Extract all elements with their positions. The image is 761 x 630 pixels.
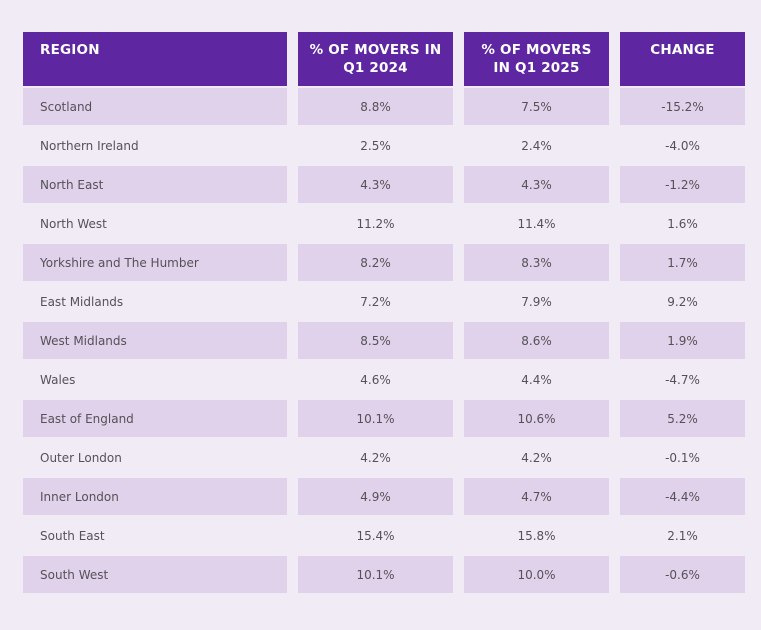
cell-change: -1.2% bbox=[620, 166, 745, 203]
cell-q1-2025: 7.9% bbox=[521, 294, 552, 309]
table-row: East of England 10.1% 10.6% 5.2% bbox=[23, 400, 745, 437]
cell-q1-2024: 8.2% bbox=[298, 244, 453, 281]
table-row: South East 15.4% 15.8% 2.1% bbox=[23, 517, 723, 554]
cell-region: Northern Ireland bbox=[40, 138, 139, 153]
cell-q1-2025: 10.0% bbox=[464, 556, 609, 593]
cell-q1-2025: 2.4% bbox=[521, 138, 552, 153]
table-row: Outer London 4.2% 4.2% -0.1% bbox=[23, 439, 723, 476]
cell-region: North East bbox=[23, 166, 287, 203]
table-row: Wales 4.6% 4.4% -4.7% bbox=[23, 361, 723, 398]
cell-q1-2024: 10.1% bbox=[298, 400, 453, 437]
table-row: North West 11.2% 11.4% 1.6% bbox=[23, 205, 723, 242]
cell-change: 5.2% bbox=[620, 400, 745, 437]
cell-q1-2024: 4.3% bbox=[298, 166, 453, 203]
header-q1-2024: % OF MOVERS IN Q1 2024 bbox=[298, 32, 453, 86]
cell-q1-2024: 8.8% bbox=[298, 88, 453, 125]
cell-q1-2024: 2.5% bbox=[360, 138, 391, 153]
cell-q1-2024: 10.1% bbox=[298, 556, 453, 593]
cell-change: -4.4% bbox=[620, 478, 745, 515]
table-row: Northern Ireland 2.5% 2.4% -4.0% bbox=[23, 127, 723, 164]
table-row: South West 10.1% 10.0% -0.6% bbox=[23, 556, 745, 593]
cell-q1-2024: 4.6% bbox=[360, 372, 391, 387]
header-region: REGION bbox=[23, 32, 287, 86]
cell-q1-2025: 4.4% bbox=[521, 372, 552, 387]
cell-change: -0.6% bbox=[620, 556, 745, 593]
cell-change: -4.0% bbox=[665, 138, 700, 153]
table-row: Yorkshire and The Humber 8.2% 8.3% 1.7% bbox=[23, 244, 745, 281]
header-change: CHANGE bbox=[620, 32, 745, 86]
cell-region: South East bbox=[40, 528, 105, 543]
cell-q1-2024: 11.2% bbox=[356, 216, 395, 231]
table-row: Scotland 8.8% 7.5% -15.2% bbox=[23, 88, 745, 125]
cell-region: Inner London bbox=[23, 478, 287, 515]
regional-movers-table: REGION % OF MOVERS IN Q1 2024 % OF MOVER… bbox=[23, 32, 745, 595]
cell-change: 1.6% bbox=[667, 216, 698, 231]
cell-q1-2025: 11.4% bbox=[517, 216, 556, 231]
cell-region: South West bbox=[23, 556, 287, 593]
cell-change: 1.7% bbox=[620, 244, 745, 281]
cell-q1-2024: 15.4% bbox=[356, 528, 395, 543]
cell-q1-2024: 7.2% bbox=[360, 294, 391, 309]
cell-region: Scotland bbox=[23, 88, 287, 125]
cell-change: -15.2% bbox=[620, 88, 745, 125]
table-row: West Midlands 8.5% 8.6% 1.9% bbox=[23, 322, 745, 359]
cell-change: -0.1% bbox=[665, 450, 700, 465]
cell-region: East Midlands bbox=[40, 294, 124, 309]
cell-q1-2025: 4.3% bbox=[464, 166, 609, 203]
cell-change: -4.7% bbox=[665, 372, 700, 387]
cell-q1-2025: 7.5% bbox=[464, 88, 609, 125]
cell-region: Wales bbox=[40, 372, 76, 387]
cell-region: North West bbox=[40, 216, 107, 231]
cell-q1-2025: 10.6% bbox=[464, 400, 609, 437]
table-row: East Midlands 7.2% 7.9% 9.2% bbox=[23, 283, 723, 320]
table-header-row: REGION % OF MOVERS IN Q1 2024 % OF MOVER… bbox=[23, 32, 745, 86]
cell-q1-2024: 4.2% bbox=[360, 450, 391, 465]
table-row: Inner London 4.9% 4.7% -4.4% bbox=[23, 478, 745, 515]
cell-q1-2025: 4.2% bbox=[521, 450, 552, 465]
cell-q1-2025: 4.7% bbox=[464, 478, 609, 515]
cell-q1-2025: 15.8% bbox=[517, 528, 556, 543]
cell-q1-2025: 8.6% bbox=[464, 322, 609, 359]
cell-region: West Midlands bbox=[23, 322, 287, 359]
cell-q1-2024: 8.5% bbox=[298, 322, 453, 359]
cell-region: East of England bbox=[23, 400, 287, 437]
cell-region: Outer London bbox=[40, 450, 122, 465]
cell-q1-2024: 4.9% bbox=[298, 478, 453, 515]
cell-change: 2.1% bbox=[667, 528, 698, 543]
table-row: North East 4.3% 4.3% -1.2% bbox=[23, 166, 745, 203]
cell-q1-2025: 8.3% bbox=[464, 244, 609, 281]
cell-change: 1.9% bbox=[620, 322, 745, 359]
cell-change: 9.2% bbox=[667, 294, 698, 309]
table-body: Scotland 8.8% 7.5% -15.2% Northern Ireland 2.… bbox=[23, 88, 745, 593]
cell-region: Yorkshire and The Humber bbox=[23, 244, 287, 281]
header-q1-2025: % OF MOVERS IN Q1 2025 bbox=[464, 32, 609, 86]
